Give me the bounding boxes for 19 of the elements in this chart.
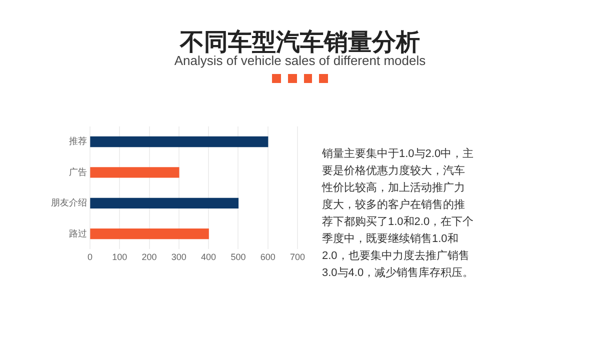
chart-subtitle: Analysis of vehicle sales of different models — [173, 53, 427, 68]
x-tick-label: 200 — [142, 252, 157, 262]
y-tick-label: 朋友介绍 — [51, 198, 87, 208]
y-tick-label: 推荐 — [69, 136, 87, 146]
x-tick-label: 600 — [260, 252, 276, 262]
y-tick-label: 路过 — [69, 228, 87, 238]
y-tick-label: 广告 — [69, 166, 87, 177]
bar — [90, 228, 209, 240]
x-tick-label: 0 — [87, 252, 93, 262]
x-tick-label: 300 — [171, 252, 186, 262]
chart-title: 不同车型汽车销量分析 — [180, 28, 420, 56]
x-tick-label: 100 — [112, 252, 128, 262]
bar — [90, 167, 180, 178]
x-tick-label: 500 — [230, 252, 246, 262]
bar — [90, 198, 239, 208]
x-tick-label: 700 — [290, 252, 306, 262]
text: 销量主要集中于1.0与2.0中，主要是价格优惠力度较大，汽车性价比较高，加上活动推广力度大，较多的客户在销售的推荐下都购买了1.0和2.0，在下个季度中，既要继续销售1.0和2.0，也要集中力度去推广销售3.0与4.0，减少销售库存积压。 — [322, 146, 474, 281]
x-tick-label: 400 — [201, 252, 216, 262]
bar — [90, 136, 268, 148]
